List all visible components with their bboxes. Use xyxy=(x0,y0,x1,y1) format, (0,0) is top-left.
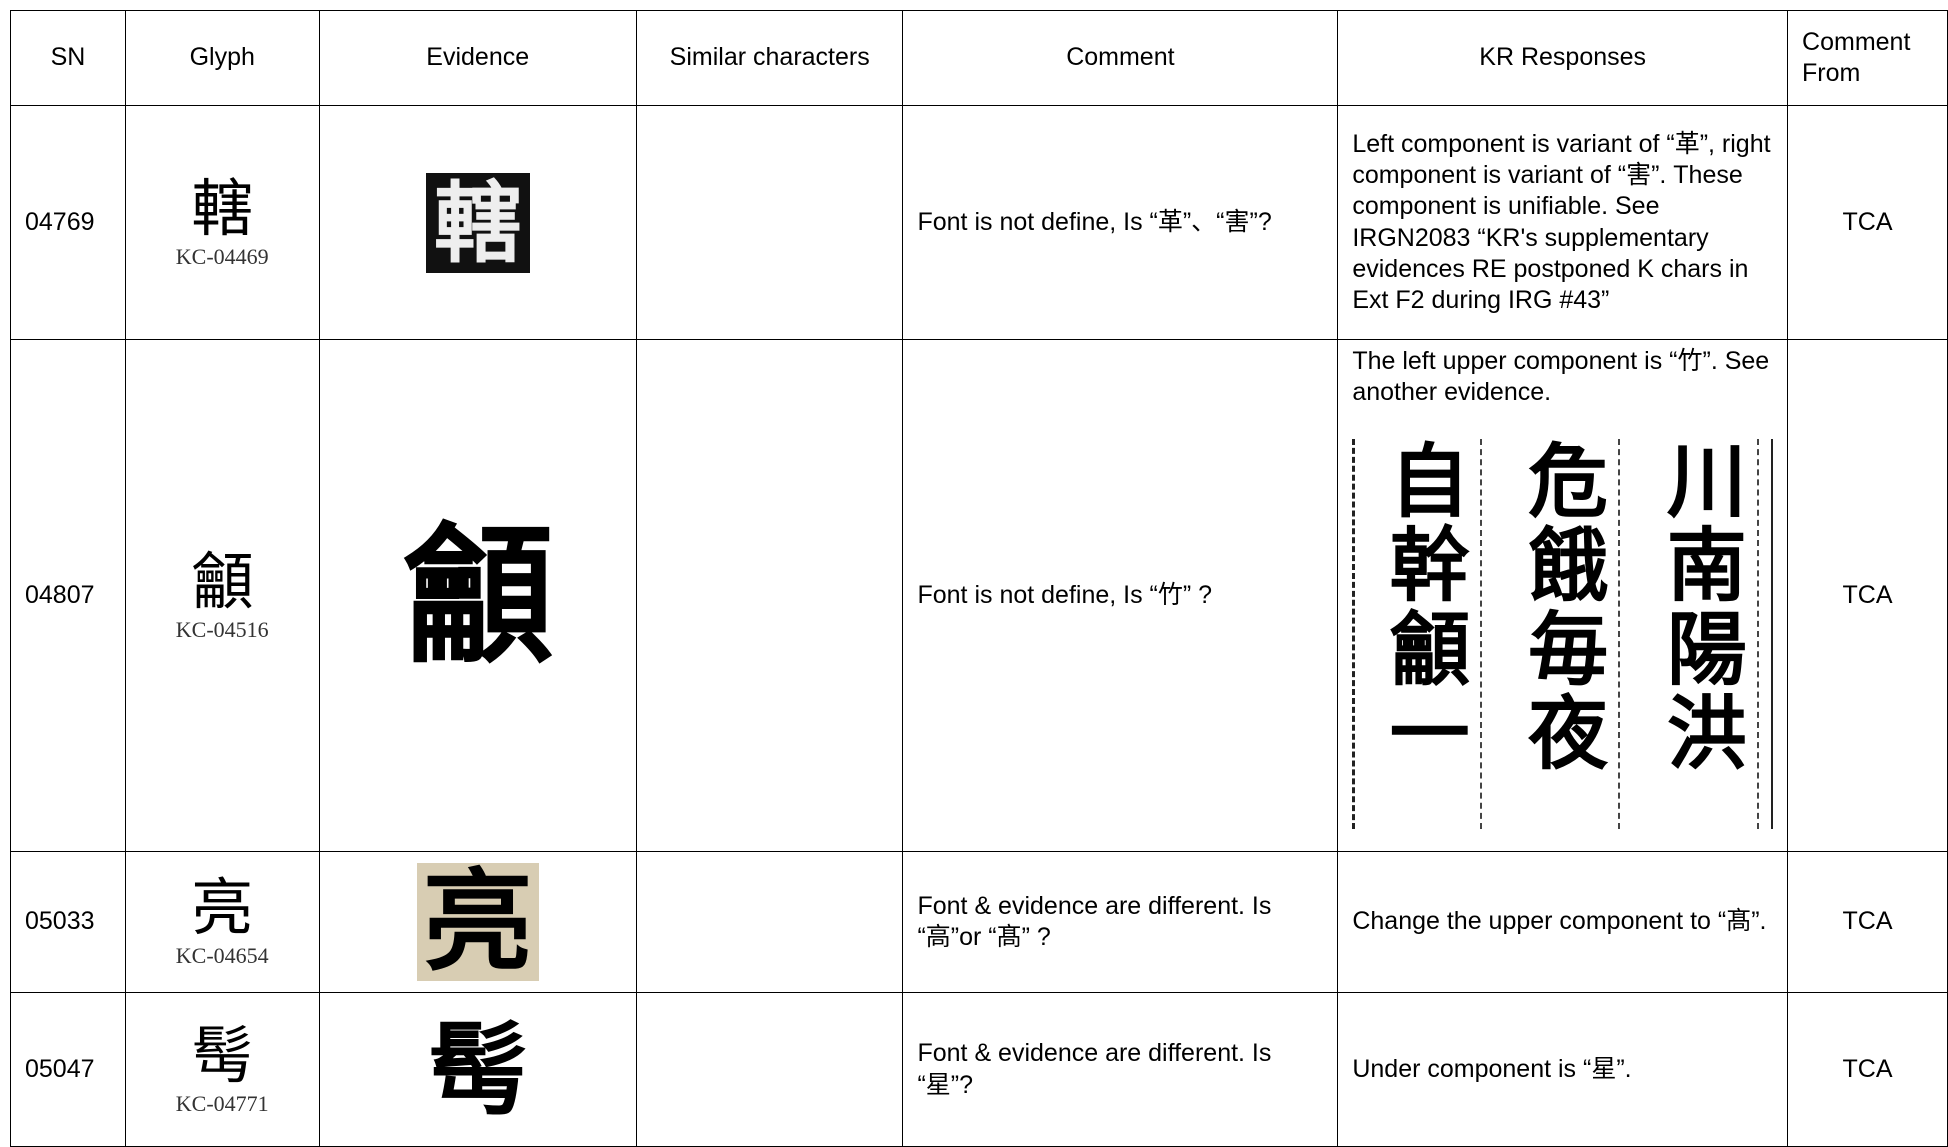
glyph: 亮 xyxy=(191,871,254,945)
from-cell: TCA xyxy=(1787,851,1948,993)
similar-cell xyxy=(635,851,904,993)
table-row: 05033 亮 KC-04654 亮 Font & evidence are diffe… xyxy=(10,851,1948,993)
from-cell: TCA xyxy=(1787,339,1948,852)
response-text: The left upper component is “竹”. See ano… xyxy=(1352,347,1770,407)
response-text: Change the upper component to “髙”. xyxy=(1352,907,1767,936)
evidence-image: 轄 xyxy=(425,172,530,273)
header-cell: KR Responses xyxy=(1337,10,1789,106)
figure-column: 自幹龥一 xyxy=(1368,438,1482,829)
glyph-code: KC-04469 xyxy=(175,243,269,269)
evidence-image: 龥 xyxy=(402,507,553,684)
response-cell: Under component is “星”. xyxy=(1337,992,1789,1147)
figure-column: 川南陽洪 xyxy=(1645,438,1759,829)
evidence-cell: 龥 xyxy=(318,339,637,852)
response-cell: The left upper component is “竹”. See ano… xyxy=(1337,339,1789,852)
glyph-code: KC-04771 xyxy=(175,1090,269,1116)
response-text: Left component is variant of “革”, right … xyxy=(1352,129,1771,314)
header-cell: Similar characters xyxy=(635,10,904,106)
glyph-code: KC-04654 xyxy=(175,943,269,969)
glyph: 龥 xyxy=(191,544,254,618)
glyph-cell: 髩 KC-04771 xyxy=(124,992,320,1147)
header-cell: Evidence xyxy=(318,10,637,106)
sn-cell: 04769 xyxy=(10,105,126,340)
table-row: 05047 髩 KC-04771 髩 Font & evidence are diffe… xyxy=(10,992,1948,1147)
similar-cell xyxy=(635,339,904,852)
response-cell: Change the upper component to “髙”. xyxy=(1337,851,1789,993)
response-text: Under component is “星”. xyxy=(1352,1054,1632,1083)
evidence-cell: 髩 xyxy=(318,992,637,1147)
sn-cell: 05033 xyxy=(10,851,126,993)
comment-cell: Font is not define, Is “竹” ? xyxy=(902,339,1339,852)
table-row: 04769 轄 KC-04469 轄 Font is not define, Is “革… xyxy=(10,105,1948,340)
header-row: SN Glyph Evidence Similar characters Comment… xyxy=(10,10,1948,106)
response-cell: Left component is variant of “革”, right … xyxy=(1337,105,1789,340)
comment-cell: Font & evidence are different. Is “星”? xyxy=(902,992,1339,1147)
glyph-code: KC-04516 xyxy=(175,616,269,642)
figure-column: 危餓毎夜 xyxy=(1506,438,1621,829)
header-cell: SN xyxy=(10,10,126,106)
glyph-cell: 亮 KC-04654 xyxy=(124,851,320,993)
comment-cell: Font & evidence are different. Is “高”or … xyxy=(902,851,1339,993)
table: SN Glyph Evidence Similar characters Comment… xyxy=(10,10,1948,1147)
glyph-cell: 龥 KC-04516 xyxy=(124,339,320,852)
glyph: 轄 xyxy=(191,171,254,245)
table-body: 04769 轄 KC-04469 轄 Font is not define, Is “革… xyxy=(10,105,1948,1147)
similar-cell xyxy=(635,105,904,340)
evidence-image: 髩 xyxy=(427,1010,528,1129)
header-cell: Comment xyxy=(902,10,1339,106)
evidence-figure: 自幹龥一 危餓毎夜 川南陽洪 xyxy=(1352,438,1774,829)
evidence-cell: 轄 xyxy=(318,105,637,340)
evidence-cell: 亮 xyxy=(318,851,637,993)
sn-cell: 05047 xyxy=(10,992,126,1147)
evidence-image: 亮 xyxy=(416,863,539,981)
glyph: 髩 xyxy=(191,1018,254,1092)
glyph-cell: 轄 KC-04469 xyxy=(124,105,320,340)
comment-cell: Font is not define, Is “革”、“害”? xyxy=(902,105,1339,340)
header-cell: Glyph xyxy=(124,10,320,106)
table-row: 04807 龥 KC-04516 龥 Font is not define, Is “竹… xyxy=(10,339,1948,852)
similar-cell xyxy=(635,992,904,1147)
from-cell: TCA xyxy=(1787,105,1948,340)
sn-cell: 04807 xyxy=(10,339,126,852)
header-cell: Comment From xyxy=(1787,10,1948,106)
from-cell: TCA xyxy=(1787,992,1948,1147)
